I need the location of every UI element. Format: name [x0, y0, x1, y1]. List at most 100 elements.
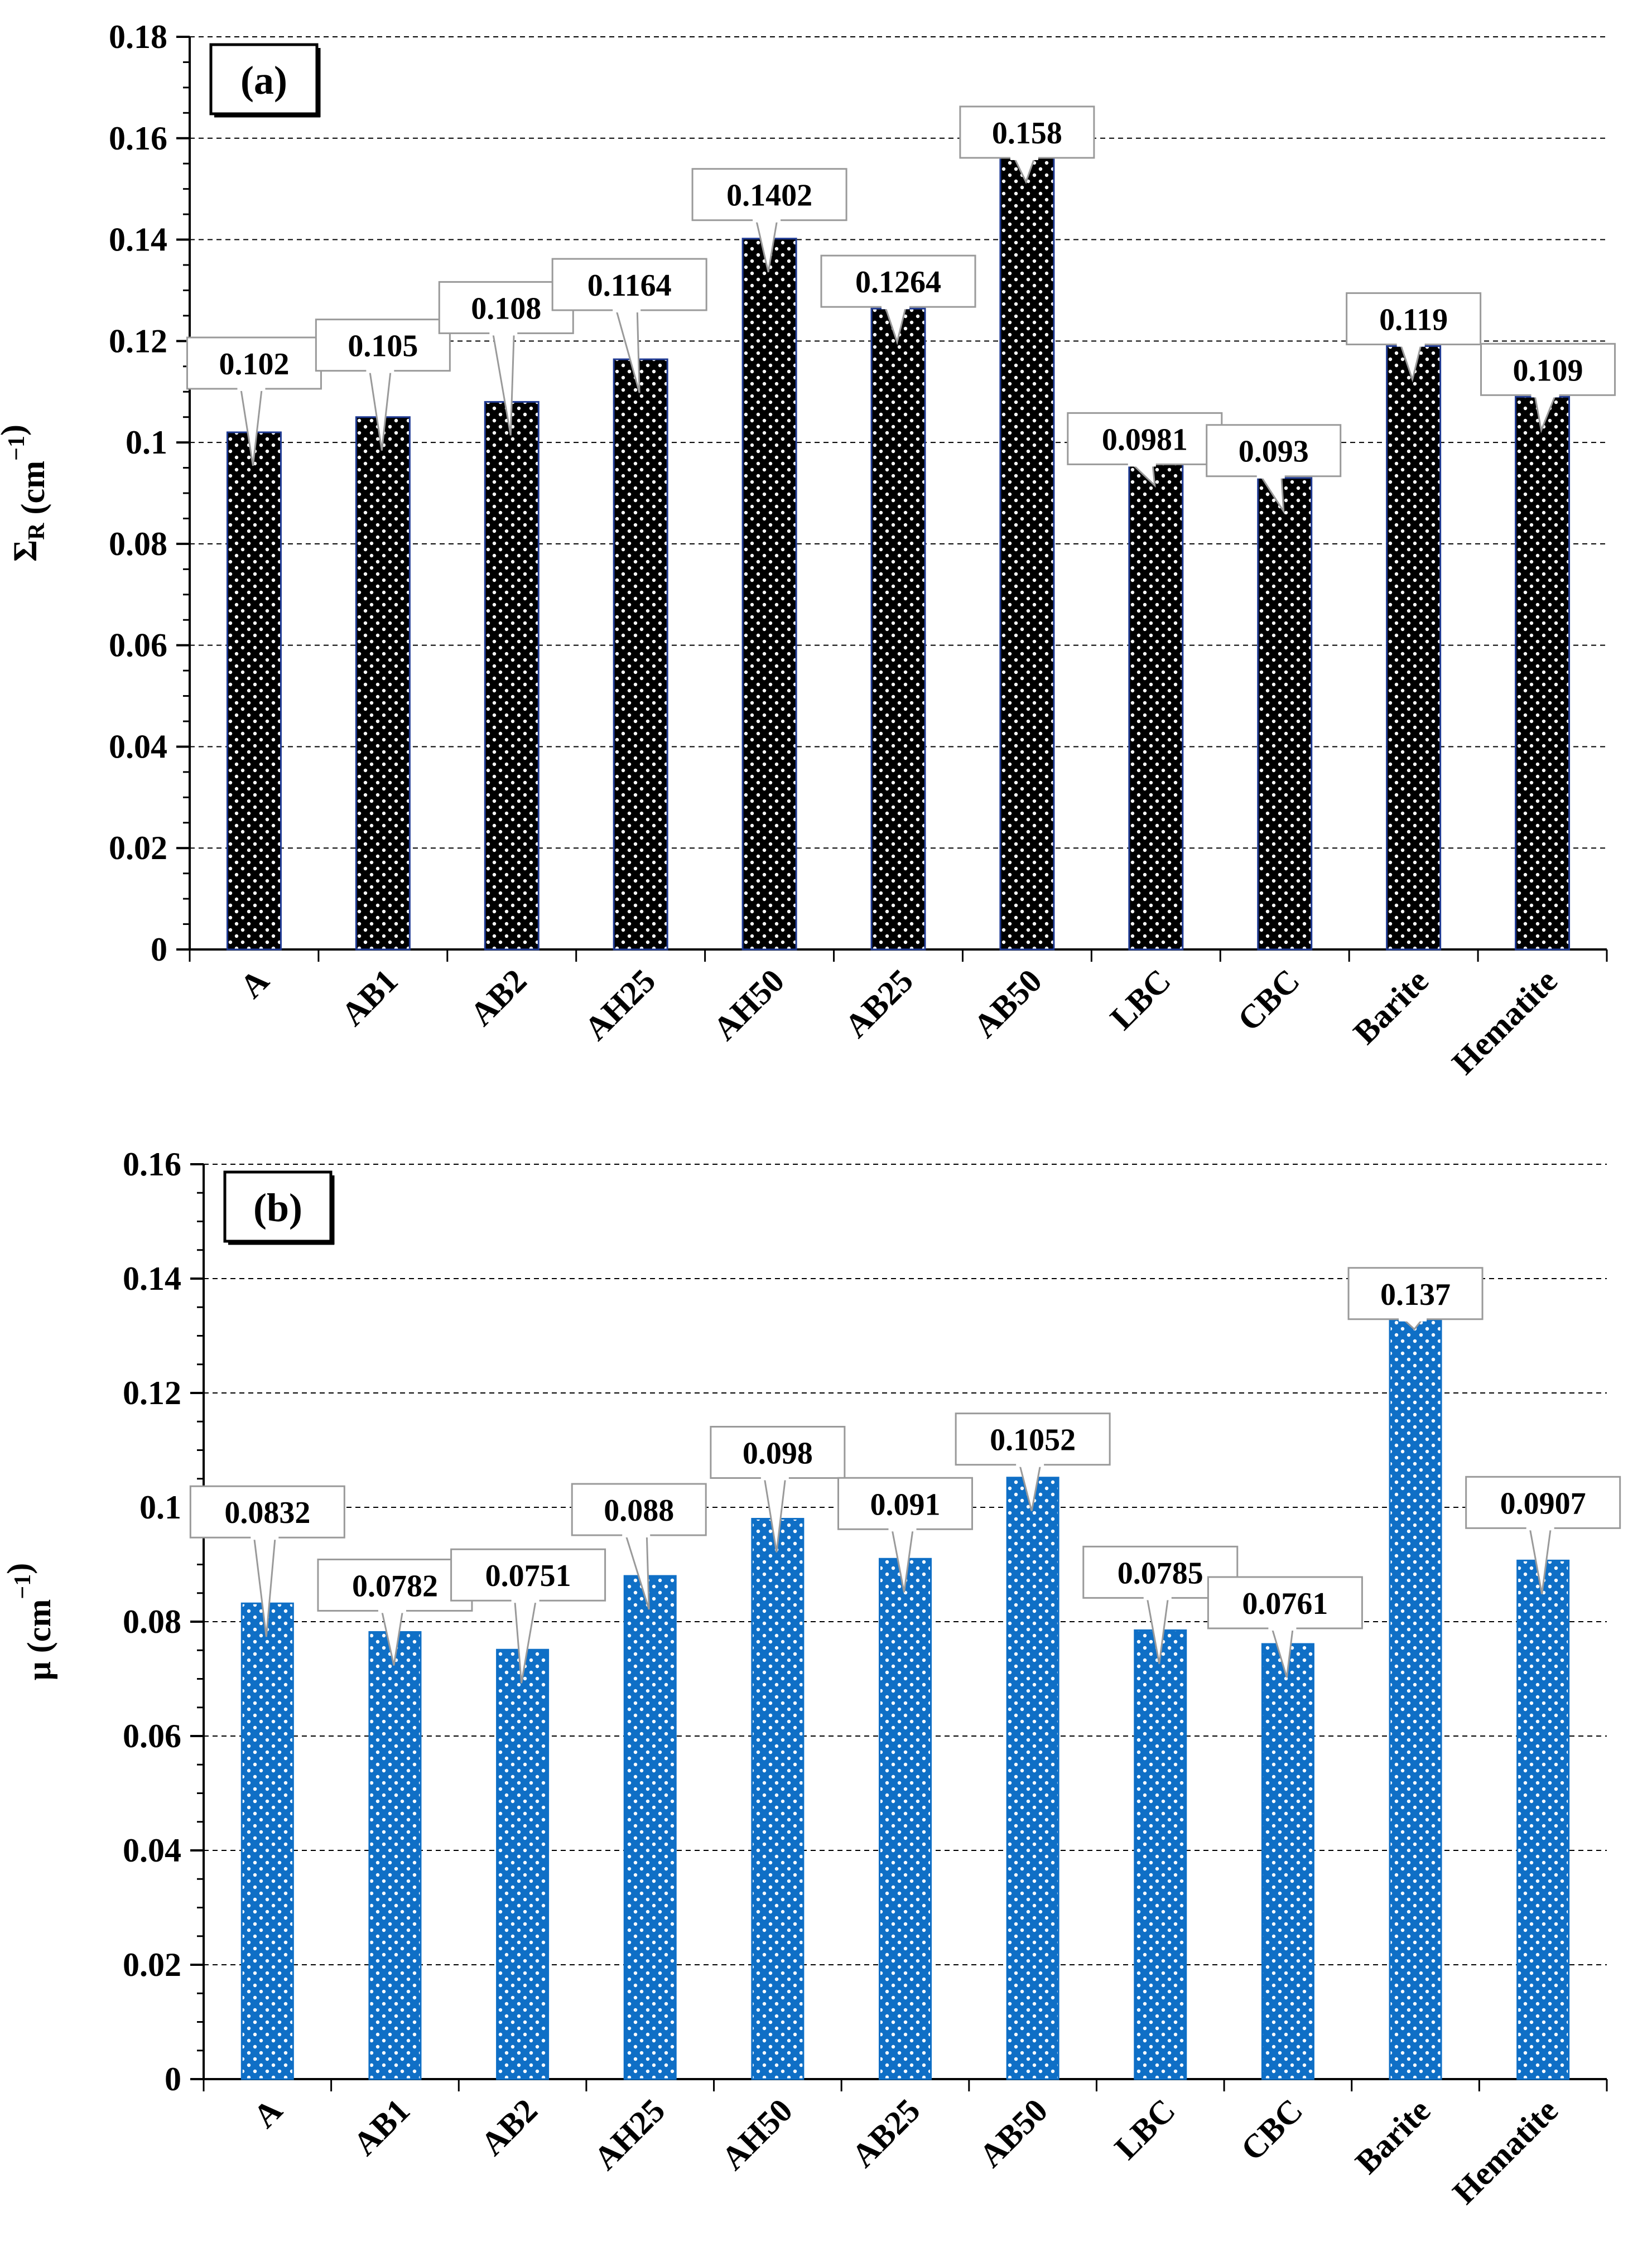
- callout-joint: [378, 1607, 406, 1613]
- panel-tag-box: [223, 1170, 333, 1243]
- callout-box: [1465, 1476, 1621, 1529]
- callout-joint: [888, 1526, 917, 1532]
- callout-box: [1206, 424, 1342, 478]
- x-category-label: A: [233, 962, 276, 1005]
- y-tick-label: 0.08: [123, 1603, 181, 1640]
- data-label-callout: 0.1264: [820, 254, 976, 345]
- data-label: 0.108: [471, 291, 541, 326]
- panel-tag-label: (a): [240, 58, 287, 103]
- bar-Hematite: [1516, 1559, 1570, 2080]
- y-tick-label: 0.1: [126, 424, 167, 461]
- bar-CBC: [1261, 1643, 1314, 2080]
- x-category-label: AH25: [587, 2092, 672, 2177]
- y-tick-label: 0.16: [109, 120, 167, 157]
- callout-joint: [1010, 154, 1038, 160]
- x-category-label: AB50: [972, 2092, 1054, 2175]
- data-label: 0.102: [219, 347, 289, 382]
- callout-joint: [1399, 1315, 1427, 1322]
- y-tick-label: 0.08: [109, 525, 167, 562]
- bar-AH25: [623, 1575, 677, 2080]
- callout-box: [189, 1485, 345, 1539]
- data-label-callout: 0.088: [571, 1483, 707, 1610]
- data-label: 0.0981: [1102, 422, 1188, 457]
- callout-box: [1480, 343, 1616, 396]
- callout-joint: [882, 303, 909, 310]
- x-category-label: LBC: [1103, 962, 1178, 1037]
- data-label-callout: 0.0761: [1207, 1576, 1363, 1678]
- x-category-label: AB50: [966, 962, 1049, 1045]
- data-label: 0.1164: [587, 268, 672, 303]
- callout-joint: [366, 367, 394, 373]
- data-label-callout: 0.119: [1346, 292, 1482, 383]
- x-category-label: A: [246, 2092, 289, 2135]
- data-label: 0.119: [1379, 302, 1448, 337]
- callout-joint: [1526, 1525, 1554, 1531]
- panel-tag: (a): [209, 43, 321, 118]
- data-label: 0.088: [604, 1493, 674, 1528]
- data-label-callout: 0.0751: [450, 1548, 606, 1684]
- panel-tag-box: [209, 43, 319, 115]
- y-axis-title-ylabel_main: Σ: [7, 540, 44, 562]
- data-label: 0.093: [1239, 435, 1309, 469]
- data-label: 0.1402: [726, 179, 812, 213]
- y-tick-label: 0.14: [123, 1260, 181, 1297]
- x-category-label: AB2: [463, 962, 534, 1033]
- x-category-label: AB25: [845, 2092, 927, 2175]
- y-axis-title-ylabel_unit: (cm: [15, 461, 51, 523]
- callout-box: [837, 1477, 973, 1530]
- y-tick-label: 0.1: [139, 1489, 181, 1526]
- data-label-callout: 0.102: [186, 336, 322, 466]
- y-tick-label: 0.06: [123, 1718, 181, 1754]
- callout-joint: [489, 330, 518, 336]
- data-label: 0.1052: [990, 1423, 1076, 1458]
- bar-Barite: [1386, 345, 1442, 951]
- callout-joint: [753, 216, 781, 223]
- y-tick-label: 0.18: [109, 18, 167, 55]
- y-axis-title-ylabel_exp: −1: [10, 1574, 36, 1599]
- data-label: 0.0761: [1242, 1587, 1328, 1621]
- y-tick-label: 0.02: [109, 830, 167, 866]
- data-label: 0.098: [743, 1436, 813, 1471]
- x-category-label: Hematite: [1446, 2092, 1565, 2211]
- data-label: 0.1264: [855, 265, 941, 300]
- bar-AB25: [879, 1558, 932, 2080]
- y-tick-label: 0.12: [123, 1375, 181, 1411]
- bar-AH50: [741, 238, 797, 951]
- x-category-label: CBC: [1231, 962, 1307, 1038]
- data-label: 0.0832: [224, 1496, 310, 1530]
- data-label-callout: 0.105: [315, 319, 451, 451]
- x-category-label: Hematite: [1445, 962, 1564, 1082]
- data-label: 0.109: [1513, 353, 1583, 388]
- x-category-label: Barite: [1346, 962, 1436, 1052]
- data-label-callout: 0.1052: [955, 1412, 1111, 1512]
- y-tick-label: 0.04: [123, 1832, 181, 1869]
- callout-joint: [251, 1534, 279, 1540]
- bar-AB50: [999, 147, 1055, 951]
- bar-A: [226, 431, 282, 951]
- callout-joint: [613, 307, 641, 313]
- data-label: 0.0785: [1118, 1556, 1203, 1590]
- callout-joint: [237, 385, 266, 391]
- callout-joint: [1128, 461, 1156, 467]
- bar-AB1: [355, 416, 411, 951]
- panel-tag: (b): [223, 1170, 335, 1245]
- data-label-callout: 0.109: [1480, 343, 1616, 433]
- y-tick-label: 0: [151, 931, 167, 968]
- y-tick-label: 0.04: [109, 728, 167, 765]
- y-tick-label: 0.02: [123, 1946, 181, 1983]
- panel-a-chart: 0 0.02 0.04 0.06 0.08 0.1 0.12 0.14 0.16 0.18 A 0.1…: [0, 18, 1616, 1082]
- x-category-label: AB25: [837, 962, 920, 1045]
- callout-joint: [1256, 473, 1285, 479]
- y-tick-label: 0: [165, 2061, 181, 2098]
- bar-AB50: [1006, 1477, 1059, 2080]
- panel-b-chart: 0 0.02 0.04 0.06 0.08 0.1 0.12 0.14 0.16 A 0.0832 A…: [1, 1146, 1621, 2211]
- bar-LBC: [1128, 451, 1184, 951]
- callout-box: [317, 1558, 473, 1612]
- x-category-label: CBC: [1234, 2092, 1309, 2168]
- bar-AH25: [613, 358, 668, 951]
- data-label-callout: 0.1402: [691, 168, 847, 273]
- callout-joint: [1268, 1624, 1297, 1631]
- x-category-label: AH50: [706, 962, 792, 1048]
- callout-box: [710, 1426, 846, 1479]
- data-label-callout: 0.1164: [551, 258, 707, 393]
